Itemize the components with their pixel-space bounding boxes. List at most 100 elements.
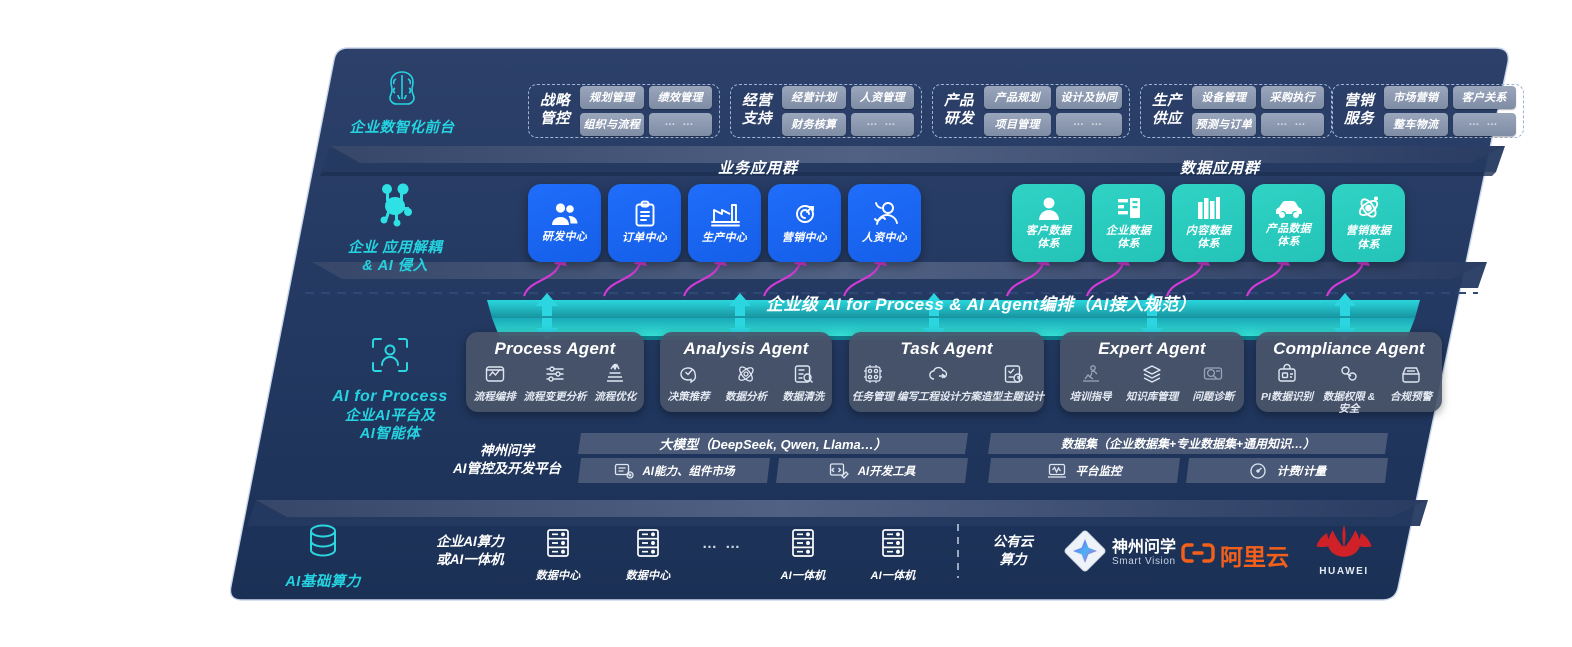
infra-public-cloud-label: 公有云 算力 [992,534,1034,567]
app-card-content-data[interactable]: 内容数据 体系 [1172,184,1245,262]
domain-title: 营销 服务 [1344,93,1374,127]
domain-group-operations[interactable]: 经营 支持 经营计划 人资管理 财务核算 … … [730,84,922,138]
domain-group-marketing[interactable]: 营销 服务 市场营销 客户关系 整车物流 … … [1332,84,1524,138]
server-icon [880,529,906,563]
domain-cell[interactable]: 客户关系 [1452,86,1516,109]
app-card-label: 研发中心 [541,231,588,244]
domain-group-production[interactable]: 生产 供应 设备管理 采购执行 预测与订单 … … [1140,84,1332,138]
vendor-aliyun[interactable]: 阿里云 [1181,538,1289,572]
app-card-marketing-data[interactable]: 营销数据 体系 [1332,184,1405,262]
rail-front-office: 企业数智化前台 [312,68,492,137]
car-icon [1274,197,1304,219]
infra-node-datacenter-2[interactable]: 数据中心 [613,527,683,583]
rail-app-decoupling: 企业 应用解耦 & AI 侵入 [300,180,490,275]
domain-group-rnd[interactable]: 产品 研发 产品规划 设计及协同 项目管理 … … [932,84,1130,138]
domain-cell-more[interactable]: … … [1260,113,1324,136]
domain-cell[interactable]: 设备管理 [1192,86,1256,109]
platform-dataset-bar[interactable]: 数据集（企业数据集+专业数据集+通用知识…） [988,433,1388,454]
domain-cell[interactable]: 组织与流程 [580,113,644,136]
agent-card-task[interactable]: Task Agent 任务管理 [849,332,1044,412]
agent-item[interactable]: 数据权限 & 安全 [1318,363,1380,416]
infra-node-label: 数据中心 [535,570,581,582]
agent-item[interactable]: 问题诊断 [1183,363,1244,404]
agent-item[interactable]: 任务管理 [849,363,897,404]
agent-item[interactable]: 流程编排 [466,363,524,404]
agent-item[interactable]: 流程优化 [587,363,645,404]
infra-node-datacenter-1[interactable]: 数据中心 [523,527,593,583]
domain-title: 产品 研发 [944,93,974,127]
agent-item[interactable]: PI数据识别 [1256,363,1318,416]
server-icon [790,529,816,563]
infra-ellipsis: … … [702,535,743,552]
domain-cell[interactable]: 设计及协同 [1055,86,1122,109]
agent-item[interactable]: 合规预警 [1380,363,1442,416]
agent-card-expert[interactable]: Expert Agent 培训指导 [1060,332,1244,412]
diagnose-icon [1202,363,1224,390]
agent-item[interactable]: 数据清洗 [775,363,832,404]
app-card-label: 营销数据 体系 [1345,225,1392,251]
domain-cell-more[interactable]: … … [648,113,712,136]
domain-cell[interactable]: 经营计划 [782,86,846,109]
agent-title: Process Agent [494,339,616,358]
agent-item[interactable]: 流程变更分析 [524,363,587,404]
domain-cell[interactable]: 产品规划 [984,86,1051,109]
infra-public-cloud: 公有云 算力 [968,533,1058,568]
domain-cell[interactable]: 人资管理 [850,86,914,109]
brain-icon [312,68,492,113]
person-wave-icon [870,200,900,228]
platform-tile-monitor[interactable]: 平台监控 [988,458,1180,483]
monitor-icon [1047,462,1067,480]
platform-tile-devtool[interactable]: AI开发工具 [776,458,968,483]
infra-node-aiappliance-1[interactable]: AI一体机 [768,527,838,583]
domain-cell-more[interactable]: … … [1452,113,1516,136]
agent-title: Expert Agent [1098,339,1206,358]
agent-item[interactable]: 培训指导 [1060,363,1121,404]
app-card-customer-data[interactable]: 客户数据 体系 [1012,184,1085,262]
domain-cell[interactable]: 项目管理 [984,113,1051,136]
app-card-marketing-center[interactable]: 营销中心 [768,184,841,262]
database-icon [248,522,398,567]
domain-cell[interactable]: 绩效管理 [648,86,712,109]
app-card-label: 企业数据 体系 [1105,224,1152,250]
infra-node-label: AI一体机 [780,570,826,582]
app-card-rnd-center[interactable]: 研发中心 [528,184,601,262]
app-card-hr-center[interactable]: 人资中心 [848,184,921,262]
vendor-huawei[interactable]: HUAWEI [1305,523,1383,577]
domain-cell[interactable]: 规划管理 [580,86,644,109]
domain-group-strategy[interactable]: 战略 管控 规划管理 绩效管理 组织与流程 … … [528,84,720,138]
platform-model-bar[interactable]: 大模型（DeepSeek, Qwen, Llama…） [578,433,968,454]
app-card-production-center[interactable]: 生产中心 [688,184,761,262]
agent-item[interactable]: 数据分析 [717,363,774,404]
agent-item[interactable]: 知识库管理 [1121,363,1182,404]
alert-box-icon [1400,363,1422,390]
rail-label: 企业数智化前台 [349,120,455,137]
agent-item-label: 培训指导 [1069,391,1112,403]
rail-label-line2: 企业AI平台及 [344,408,436,425]
clean-data-icon [792,363,814,390]
agent-card-process[interactable]: Process Agent 流程编排 [466,332,644,412]
domain-cell[interactable]: 整车物流 [1384,113,1448,136]
domain-title: 经营 支持 [742,93,772,127]
domain-cell[interactable]: 采购执行 [1260,86,1324,109]
agent-card-analysis[interactable]: Analysis Agent 决策推荐 [660,332,832,412]
person-scan-icon [290,334,490,381]
platform-tile-marketplace[interactable]: AI能力、组件市场 [578,458,770,483]
app-card-order-center[interactable]: 订单中心 [608,184,681,262]
app-card-enterprise-data[interactable]: 企业数据 体系 [1092,184,1165,262]
domain-cell[interactable]: 市场营销 [1384,86,1448,109]
platform-tile-metering[interactable]: 计费/计量 [1186,458,1388,483]
domain-cell[interactable]: 财务核算 [782,113,846,136]
app-card-label: 营销中心 [781,232,828,245]
agent-item[interactable]: 决策推荐 [660,363,717,404]
agent-item[interactable]: 编写工程设计方案 [897,363,981,404]
rail-label-line3: AI智能体 [359,426,421,443]
agent-item[interactable]: 造型主题设计 [981,363,1044,404]
domain-cell-more[interactable]: … … [850,113,914,136]
app-card-product-data[interactable]: 产品数据 体系 [1252,184,1325,262]
agent-card-compliance[interactable]: Compliance Agent PI数据识别 [1256,332,1442,415]
domain-cell[interactable]: 预测与订单 [1192,113,1256,136]
domain-cell-more[interactable]: … … [1055,113,1122,136]
task-node-icon [862,363,884,390]
infra-node-aiappliance-2[interactable]: AI一体机 [858,527,928,583]
vendor-smartvision[interactable]: 神州问学 Smart Vision [1064,530,1176,577]
